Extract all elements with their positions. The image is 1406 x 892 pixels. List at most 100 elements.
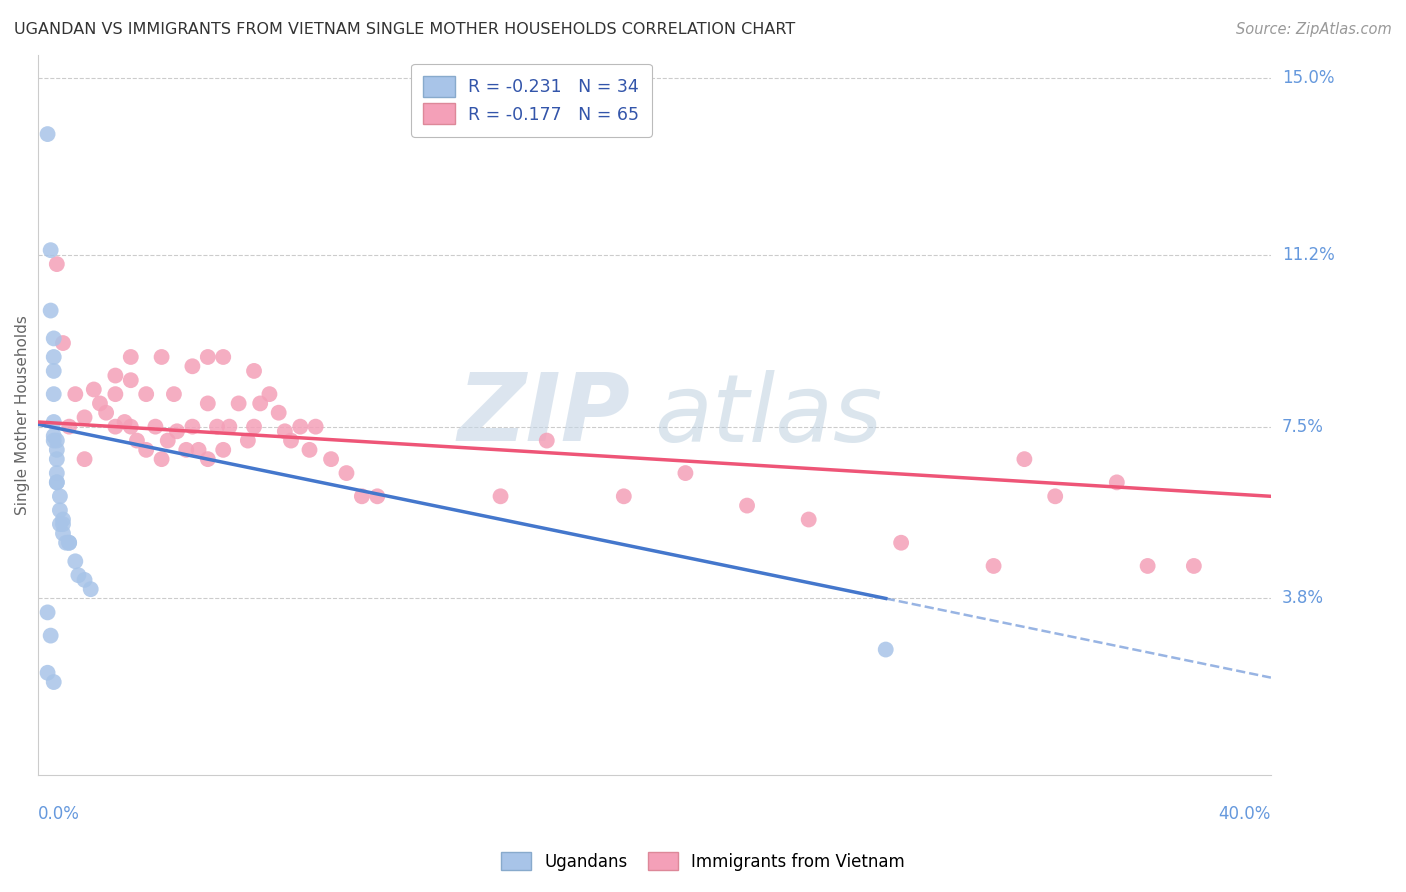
Point: [163, 387, 186, 401]
Point: [52, 336, 75, 351]
Point: [104, 368, 127, 383]
Point: [67, 568, 90, 582]
Point: [120, 373, 142, 387]
Point: [42, 364, 65, 378]
Point: [797, 512, 820, 526]
Point: [536, 434, 558, 448]
Point: [212, 350, 235, 364]
Text: atlas: atlas: [655, 369, 883, 460]
Point: [366, 489, 388, 503]
Point: [1105, 475, 1128, 490]
Point: [42, 434, 65, 448]
Point: [42, 415, 65, 429]
Point: [1043, 489, 1066, 503]
Point: [983, 558, 1005, 573]
Point: [267, 406, 290, 420]
Point: [274, 425, 297, 439]
Point: [52, 526, 75, 541]
Point: [42, 675, 65, 690]
Point: [236, 434, 259, 448]
Point: [205, 419, 228, 434]
Point: [65, 387, 87, 401]
Point: [187, 442, 209, 457]
Text: ZIP: ZIP: [457, 369, 630, 461]
Text: Source: ZipAtlas.com: Source: ZipAtlas.com: [1236, 22, 1392, 37]
Point: [335, 466, 357, 480]
Point: [65, 554, 87, 568]
Point: [42, 387, 65, 401]
Point: [42, 350, 65, 364]
Point: [1136, 558, 1159, 573]
Point: [73, 410, 96, 425]
Text: 7.5%: 7.5%: [1282, 417, 1324, 435]
Point: [49, 503, 72, 517]
Point: [243, 419, 266, 434]
Point: [120, 419, 142, 434]
Point: [58, 535, 80, 549]
Point: [181, 419, 204, 434]
Point: [39, 243, 62, 257]
Point: [58, 535, 80, 549]
Point: [73, 452, 96, 467]
Point: [150, 452, 173, 467]
Point: [49, 517, 72, 532]
Point: [45, 466, 67, 480]
Point: [875, 642, 897, 657]
Point: [52, 512, 75, 526]
Point: [243, 364, 266, 378]
Point: [305, 419, 328, 434]
Point: [280, 434, 302, 448]
Point: [45, 475, 67, 490]
Point: [42, 429, 65, 443]
Y-axis label: Single Mother Households: Single Mother Households: [15, 315, 30, 515]
Point: [145, 419, 167, 434]
Point: [45, 257, 67, 271]
Point: [1182, 558, 1205, 573]
Point: [80, 582, 103, 597]
Point: [350, 489, 373, 503]
Text: 11.2%: 11.2%: [1282, 246, 1334, 264]
Point: [135, 387, 157, 401]
Text: 15.0%: 15.0%: [1282, 70, 1334, 87]
Point: [39, 303, 62, 318]
Point: [89, 396, 111, 410]
Point: [489, 489, 512, 503]
Point: [37, 665, 59, 680]
Point: [37, 606, 59, 620]
Point: [890, 535, 912, 549]
Point: [135, 442, 157, 457]
Point: [58, 419, 80, 434]
Point: [298, 442, 321, 457]
Point: [45, 434, 67, 448]
Point: [290, 419, 312, 434]
Point: [197, 350, 219, 364]
Point: [613, 489, 636, 503]
Point: [156, 434, 179, 448]
Legend: R = -0.231   N = 34, R = -0.177   N = 65: R = -0.231 N = 34, R = -0.177 N = 65: [411, 64, 651, 136]
Point: [73, 573, 96, 587]
Point: [174, 442, 197, 457]
Point: [150, 350, 173, 364]
Point: [218, 419, 240, 434]
Point: [212, 442, 235, 457]
Point: [1014, 452, 1036, 467]
Point: [45, 475, 67, 490]
Point: [228, 396, 250, 410]
Point: [45, 452, 67, 467]
Point: [125, 434, 148, 448]
Point: [104, 387, 127, 401]
Point: [166, 425, 188, 439]
Legend: Ugandans, Immigrants from Vietnam: Ugandans, Immigrants from Vietnam: [494, 844, 912, 880]
Point: [94, 406, 117, 420]
Point: [675, 466, 697, 480]
Point: [52, 517, 75, 532]
Text: 0.0%: 0.0%: [38, 805, 80, 823]
Text: 3.8%: 3.8%: [1282, 590, 1324, 607]
Point: [249, 396, 271, 410]
Point: [181, 359, 204, 374]
Text: 40.0%: 40.0%: [1219, 805, 1271, 823]
Point: [45, 442, 67, 457]
Point: [735, 499, 758, 513]
Point: [319, 452, 342, 467]
Point: [259, 387, 281, 401]
